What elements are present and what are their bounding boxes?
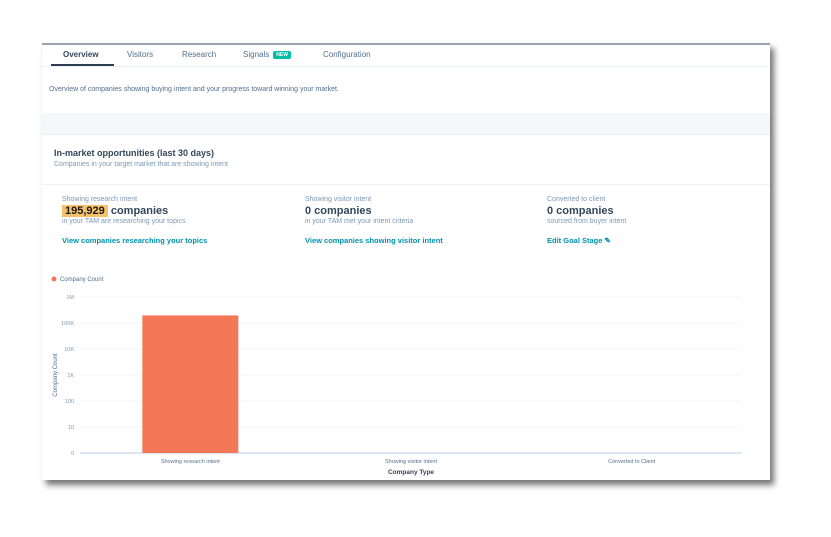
metric-label: Showing research intent — [62, 196, 138, 203]
metric-sub: sourced from buyer intent — [547, 218, 627, 225]
edit-goal-stage-link[interactable]: Edit Goal Stage ✎ — [547, 236, 626, 245]
section-title: In-market opportunities (last 30 days) — [54, 148, 215, 158]
tab-signals-label: Signals — [243, 50, 270, 59]
x-tick-label: Converted to Client — [608, 459, 656, 465]
y-tick-label: 1M — [66, 295, 74, 301]
metric-value: 0 companies — [305, 205, 372, 217]
page-description: Overview of companies showing buying int… — [49, 86, 339, 93]
metric-research: Showing research intent 195,929 companie… — [62, 196, 207, 245]
pencil-icon: ✎ — [604, 236, 611, 245]
y-tick-label: 100K — [61, 321, 74, 327]
y-tick-label: 0 — [71, 451, 74, 457]
y-tick-label: 1K — [67, 373, 74, 379]
metric-converted: Converted to client 0 companies sourced … — [547, 196, 626, 245]
metric-unit: companies — [110, 205, 169, 217]
x-tick-label: Showing research intent — [161, 459, 220, 465]
legend-marker — [51, 276, 57, 282]
metric-label: Showing visitor intent — [305, 196, 372, 203]
highlighted-count: 195,929 — [62, 205, 108, 217]
view-visitor-link[interactable]: View companies showing visitor intent — [305, 236, 443, 245]
y-axis-label: Company Count — [53, 353, 59, 397]
y-tick-label: 100 — [65, 399, 74, 405]
y-tick-label: 10 — [68, 425, 74, 431]
legend-label[interactable]: Company Count — [60, 277, 104, 283]
y-tick-label: 10K — [64, 347, 74, 353]
tab-configuration[interactable]: Configuration — [323, 50, 371, 59]
tab-visitors[interactable]: Visitors — [127, 50, 154, 59]
metric-sub: in your TAM are researching your topics — [62, 218, 186, 225]
bar[interactable] — [142, 315, 239, 453]
x-axis-label: Company Type — [388, 469, 434, 476]
tab-signals[interactable]: Signals NEW — [243, 50, 291, 59]
tab-overview[interactable]: Overview — [63, 50, 99, 59]
view-research-link[interactable]: View companies researching your topics — [62, 236, 208, 245]
active-tab-indicator — [51, 64, 114, 66]
metric-label: Converted to client — [547, 196, 606, 203]
metric-value: 0 companies — [547, 205, 614, 217]
tab-research[interactable]: Research — [182, 50, 217, 59]
metric-sub: in your TAM met your intent criteria — [305, 218, 414, 225]
section-subtitle: Companies in your target market that are… — [54, 161, 228, 168]
metric-visitor: Showing visitor intent 0 companies in yo… — [305, 196, 443, 245]
x-tick-label: Showing visitor intent — [385, 459, 437, 465]
divider — [42, 184, 770, 185]
new-badge: NEW — [273, 51, 291, 59]
section-divider — [42, 113, 770, 135]
edit-goal-stage-label: Edit Goal Stage — [547, 236, 603, 245]
tab-bar: Overview Visitors Research Signals NEW Co… — [42, 45, 770, 67]
